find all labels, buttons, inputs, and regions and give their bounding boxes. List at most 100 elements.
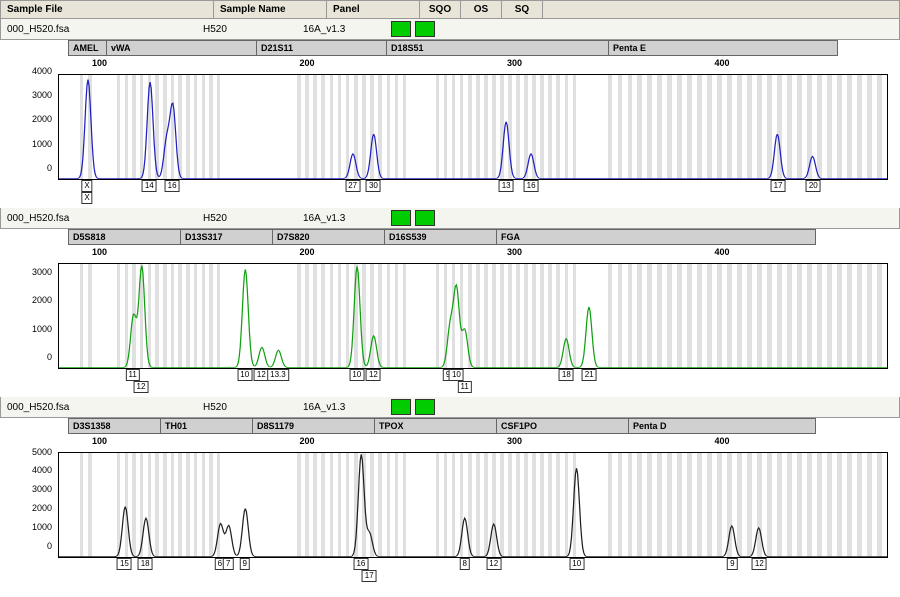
allele-call: 12 — [752, 558, 767, 570]
trace-line — [59, 264, 887, 368]
allele-call: 16 — [165, 180, 180, 192]
status-box-green — [391, 21, 411, 37]
x-tick: 100 — [92, 436, 107, 446]
allele-call: 12 — [134, 381, 149, 393]
x-tick: 400 — [714, 247, 729, 257]
allele-row: 1518679161781210912 — [58, 558, 888, 578]
trace-line — [59, 453, 887, 557]
col-sqo: SQO — [420, 1, 461, 18]
allele-call: X — [81, 192, 92, 204]
x-tick: 200 — [299, 436, 314, 446]
allele-call: 10 — [237, 369, 252, 381]
table-header: Sample File Sample Name Panel SQO OS SQ — [0, 0, 900, 19]
status-box-green — [391, 210, 411, 226]
locus-label: D5S818 — [68, 229, 188, 245]
y-tick: 2000 — [32, 295, 52, 305]
y-tick: 3000 — [32, 267, 52, 277]
allele-call: 14 — [142, 180, 157, 192]
plot — [58, 452, 888, 558]
panel-value: 16A_v1.3 — [303, 402, 383, 413]
locus-label: FGA — [496, 229, 816, 245]
allele-call: 7 — [223, 558, 233, 570]
status-box-green — [391, 399, 411, 415]
x-tick: 400 — [714, 58, 729, 68]
locus-label: vWA — [106, 40, 264, 56]
locus-label: D8S1179 — [252, 418, 382, 434]
allele-call: 11 — [126, 369, 140, 381]
panel-value: 16A_v1.3 — [303, 213, 383, 224]
y-tick: 3000 — [32, 90, 52, 100]
panel-value: 16A_v1.3 — [303, 24, 383, 35]
x-tick: 200 — [299, 247, 314, 257]
allele-call: 18 — [559, 369, 574, 381]
plot — [58, 263, 888, 369]
x-tick: 300 — [507, 58, 522, 68]
locus-row: D5S818D13S317D7S820D16S539FGA — [8, 229, 892, 245]
y-tick: 3000 — [32, 484, 52, 494]
status-box-green — [415, 210, 435, 226]
chart: 01000200030004000 100200300400 XX1416273… — [8, 58, 892, 198]
y-tick: 0 — [47, 541, 52, 551]
col-sq: SQ — [502, 1, 543, 18]
plot-area: 100200300400 XX1416273013161720 — [58, 58, 888, 198]
chart: 010002000300040005000 100200300400 15186… — [8, 436, 892, 576]
sample-file-value: 000_H520.fsa — [5, 213, 203, 224]
allele-call: 17 — [771, 180, 786, 192]
x-axis: 100200300400 — [58, 58, 888, 72]
status-indicators — [383, 21, 435, 37]
locus-label: TPOX — [374, 418, 504, 434]
locus-row: D3S1358TH01D8S1179TPOXCSF1POPenta D — [8, 418, 892, 434]
x-axis: 100200300400 — [58, 247, 888, 261]
allele-call: 12 — [486, 558, 501, 570]
allele-call: 12 — [366, 369, 381, 381]
status-box-green — [415, 399, 435, 415]
allele-call: 16 — [353, 558, 368, 570]
allele-call: 30 — [366, 180, 381, 192]
col-os: OS — [461, 1, 502, 18]
electropherogram-panel: 000_H520.fsa H520 16A_v1.3 AMELvWAD21S11… — [0, 19, 900, 198]
y-tick: 0 — [47, 163, 52, 173]
locus-label: D7S820 — [272, 229, 392, 245]
col-panel: Panel — [327, 1, 420, 18]
locus-label: D16S539 — [384, 229, 504, 245]
sample-name-value: H520 — [203, 402, 303, 413]
allele-call: 21 — [582, 369, 597, 381]
allele-call: 27 — [345, 180, 360, 192]
allele-call: 13.3 — [267, 369, 289, 381]
y-tick: 4000 — [32, 66, 52, 76]
plot — [58, 74, 888, 180]
electropherogram-panel: 000_H520.fsa H520 16A_v1.3 D3S1358TH01D8… — [0, 397, 900, 576]
allele-call: 10 — [449, 369, 464, 381]
allele-call: 17 — [362, 570, 377, 582]
y-tick: 2000 — [32, 114, 52, 124]
y-tick: 0 — [47, 352, 52, 362]
locus-label: Penta E — [608, 40, 838, 56]
allele-call: X — [81, 180, 92, 192]
locus-label: D3S1358 — [68, 418, 168, 434]
locus-label: TH01 — [160, 418, 260, 434]
plot-area: 100200300400 1112101213.31012910111821 — [58, 247, 888, 387]
allele-call: 9 — [727, 558, 737, 570]
sample-name-value: H520 — [203, 213, 303, 224]
y-tick: 1000 — [32, 522, 52, 532]
chart: 0100020003000 100200300400 1112101213.31… — [8, 247, 892, 387]
y-axis: 0100020003000 — [8, 265, 56, 367]
trace-line — [59, 75, 887, 179]
sample-info-row: 000_H520.fsa H520 16A_v1.3 — [0, 19, 900, 40]
status-indicators — [383, 210, 435, 226]
x-tick: 300 — [507, 247, 522, 257]
allele-call: 15 — [117, 558, 132, 570]
locus-label: D21S11 — [256, 40, 396, 56]
y-axis: 01000200030004000 — [8, 76, 56, 178]
y-axis: 010002000300040005000 — [8, 454, 56, 556]
allele-call: 8 — [459, 558, 469, 570]
x-tick: 300 — [507, 436, 522, 446]
allele-call: 10 — [569, 558, 584, 570]
sample-file-value: 000_H520.fsa — [5, 402, 203, 413]
allele-call: 9 — [240, 558, 250, 570]
allele-call: 10 — [349, 369, 364, 381]
col-sample-name: Sample Name — [214, 1, 327, 18]
allele-call: 11 — [458, 381, 472, 393]
x-tick: 400 — [714, 436, 729, 446]
electropherogram-panel: 000_H520.fsa H520 16A_v1.3 D5S818D13S317… — [0, 208, 900, 387]
